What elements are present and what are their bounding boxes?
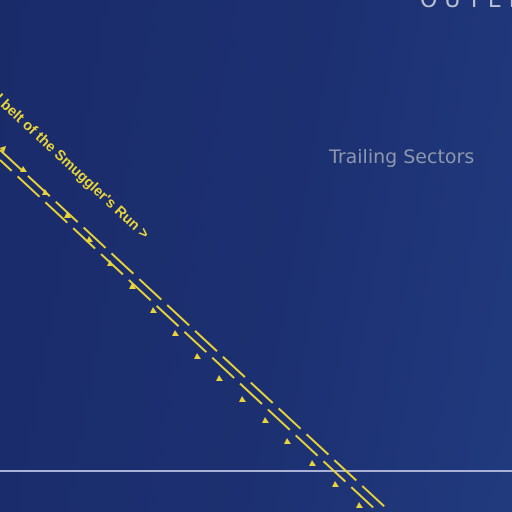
route-arrow	[356, 502, 363, 508]
route-arrow	[284, 438, 291, 444]
route-line-upper	[0, 149, 387, 509]
route-arrows	[0, 145, 363, 508]
route-arrow	[194, 353, 201, 359]
route-arrow	[309, 460, 316, 466]
route-arrow	[172, 330, 179, 336]
route-arrow	[107, 260, 114, 266]
route-arrow	[20, 166, 27, 172]
outer-region-label: OUTER	[420, 0, 512, 13]
route-line-lower	[0, 159, 379, 512]
route-arrow	[42, 189, 49, 195]
route-arrow	[86, 236, 93, 242]
route-arrow	[332, 481, 339, 487]
trailing-sectors-label: Trailing Sectors	[329, 146, 475, 168]
route-arrow	[64, 212, 71, 218]
route-arrow	[239, 396, 246, 402]
route-arrow	[216, 375, 223, 381]
route-arrow	[262, 417, 269, 423]
route-arrow	[129, 283, 136, 289]
route-arrow	[150, 307, 157, 313]
